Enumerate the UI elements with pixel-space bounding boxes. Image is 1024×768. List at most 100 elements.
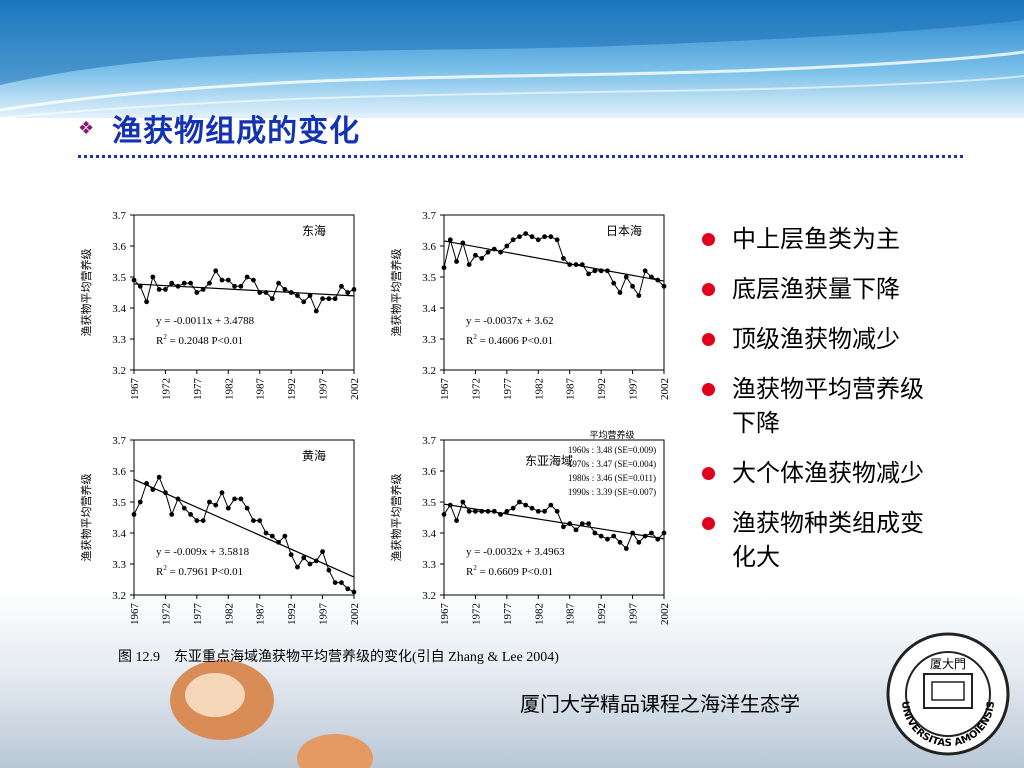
- x-tick-label: 1967: [439, 603, 451, 626]
- data-point: [276, 539, 281, 545]
- data-point: [617, 539, 623, 545]
- data-point: [307, 293, 313, 298]
- x-tick-label: 1972: [470, 603, 482, 625]
- bullet-dot-icon: [702, 333, 715, 346]
- x-tick-label: 2002: [349, 603, 361, 625]
- data-point: [642, 268, 648, 274]
- data-point: [163, 287, 168, 292]
- data-point: [573, 527, 579, 533]
- x-tick-label: 1997: [628, 603, 640, 626]
- trend-line: [133, 283, 355, 297]
- x-tick-label: 1972: [160, 603, 172, 625]
- title-divider: [78, 155, 963, 158]
- data-point: [504, 508, 510, 514]
- data-point: [510, 237, 516, 243]
- y-tick-label: 3.6: [422, 241, 436, 253]
- footer-course-title: 厦门大学精品课程之海洋生态学: [520, 692, 800, 716]
- data-point: [554, 508, 560, 514]
- y-tick-label: 3.3: [422, 559, 436, 571]
- data-point: [225, 505, 231, 511]
- annotation-line: 1960s : 3.48 (SE=0.009): [568, 445, 656, 455]
- data-point: [661, 283, 667, 289]
- y-tick-label: 3.4: [422, 303, 436, 315]
- data-point: [592, 268, 598, 274]
- data-point: [485, 508, 491, 514]
- y-tick-label: 3.2: [112, 365, 126, 377]
- bullet-list: 中上层鱼类为主 底层渔获量下降 顶级渔获物减少 渔获物平均营养级下降 大个体渔获物减少渔…: [700, 222, 945, 590]
- data-point: [517, 234, 522, 240]
- region-label: 东海: [302, 223, 326, 238]
- data-point: [523, 502, 529, 508]
- y-tick-label: 3.7: [112, 210, 126, 222]
- title-bullet-icon: ❖: [78, 117, 95, 139]
- data-point: [251, 277, 256, 283]
- y-tick-label: 3.6: [422, 466, 436, 478]
- plot-frame: [443, 439, 665, 596]
- data-point: [200, 287, 206, 292]
- data-point: [131, 277, 137, 283]
- data-point: [232, 496, 237, 502]
- x-tick-label: 1972: [470, 378, 482, 400]
- beach-background: [0, 590, 1024, 768]
- data-point: [194, 518, 200, 523]
- region-label: 东亚海域: [525, 453, 573, 468]
- data-point: [238, 283, 244, 289]
- x-tick-label: 1977: [502, 603, 514, 626]
- data-point: [535, 508, 541, 514]
- x-tick-label: 1987: [565, 378, 577, 401]
- y-axis-label: 渔获物平均营养级: [389, 249, 403, 337]
- y-tick-label: 3.7: [422, 210, 436, 222]
- data-point: [150, 274, 156, 280]
- data-point: [661, 530, 667, 536]
- data-point: [441, 265, 447, 271]
- data-point: [523, 231, 529, 236]
- data-point: [169, 280, 175, 286]
- data-point: [244, 505, 250, 511]
- bullet-dot-icon: [702, 283, 715, 296]
- data-point: [573, 262, 579, 267]
- data-point: [473, 508, 478, 514]
- data-point: [642, 533, 648, 539]
- data-point: [460, 499, 466, 505]
- data-point: [282, 287, 288, 292]
- data-point: [345, 290, 351, 295]
- plot-frame: [133, 439, 355, 596]
- data-point: [351, 589, 357, 595]
- data-point: [491, 246, 497, 252]
- x-tick-label: 1997: [628, 378, 640, 401]
- data-point: [339, 580, 344, 585]
- region-label: 日本海: [606, 223, 642, 238]
- data-point: [326, 567, 332, 573]
- data-point: [332, 296, 338, 302]
- data-point: [548, 234, 554, 240]
- regression-equation: y = -0.009x + 3.5818: [156, 546, 250, 558]
- annotation-line: 1980s : 3.46 (SE=0.011): [568, 473, 656, 483]
- data-point: [225, 277, 231, 283]
- data-point: [163, 490, 168, 496]
- data-point: [454, 518, 459, 523]
- x-tick-label: 1992: [286, 603, 298, 625]
- data-point: [479, 256, 485, 261]
- bullet-text: 渔获物种类组成变化大: [732, 509, 924, 571]
- x-tick-label: 1982: [533, 603, 545, 625]
- y-tick-label: 3.7: [112, 435, 126, 447]
- data-point: [263, 530, 269, 536]
- data-point: [498, 249, 503, 255]
- data-point: [529, 234, 535, 240]
- x-tick-label: 1967: [129, 603, 141, 626]
- data-point: [655, 277, 661, 283]
- data-point: [454, 259, 459, 264]
- data-point: [288, 290, 294, 295]
- y-tick-label: 3.2: [422, 365, 436, 377]
- data-point: [586, 271, 591, 277]
- data-point: [598, 268, 604, 274]
- data-point: [529, 505, 535, 511]
- data-point: [207, 499, 212, 505]
- regression-equation: y = -0.0011x + 3.4788: [156, 315, 255, 327]
- data-point: [313, 308, 319, 314]
- data-point: [269, 533, 275, 539]
- data-point: [219, 277, 225, 283]
- x-tick-label: 1987: [255, 603, 267, 626]
- y-tick-label: 3.7: [422, 435, 436, 447]
- x-tick-label: 1982: [533, 378, 545, 400]
